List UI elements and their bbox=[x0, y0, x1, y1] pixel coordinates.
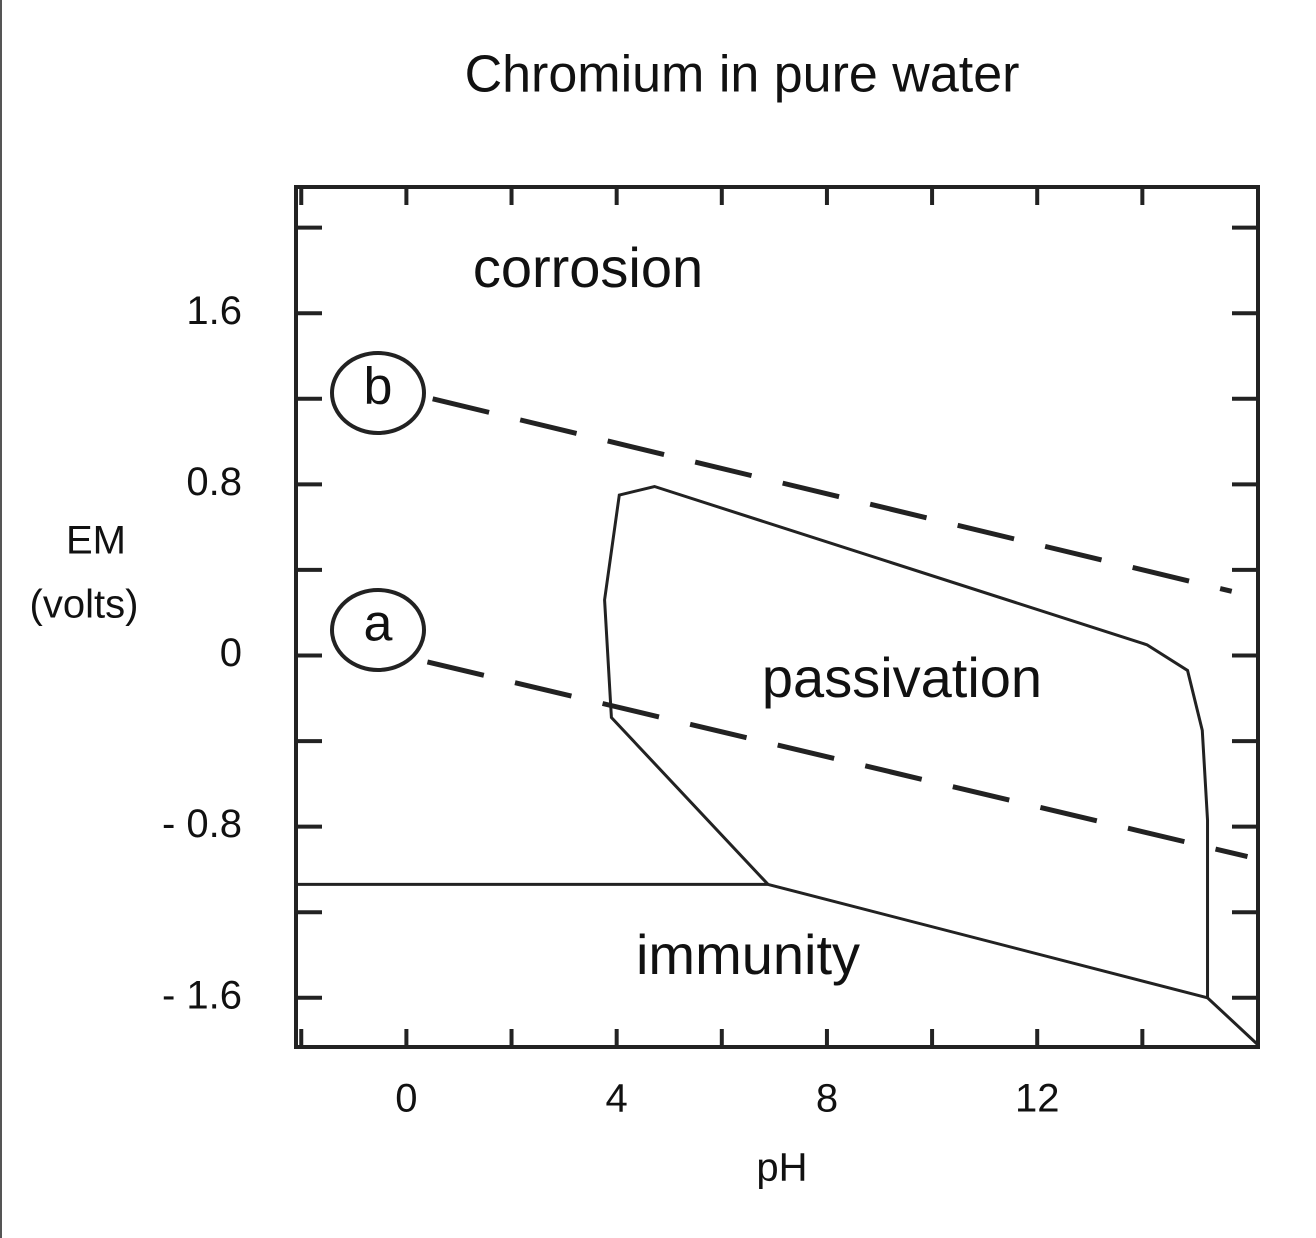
y-axis-label: EM bbox=[66, 519, 126, 563]
annotation: corrosion bbox=[473, 236, 703, 299]
annotation: b bbox=[364, 358, 393, 416]
plot-frame bbox=[294, 185, 1260, 1049]
x-tick-label: 8 bbox=[816, 1077, 838, 1121]
y-tick-label: - 0.8 bbox=[162, 802, 242, 846]
series-line bbox=[432, 396, 1233, 594]
chart-title: Chromium in pure water bbox=[465, 46, 1020, 104]
y-tick-label: 0.8 bbox=[186, 460, 242, 504]
annotation-circle bbox=[330, 351, 426, 435]
y-tick-label: 0 bbox=[220, 631, 242, 675]
x-tick-label: 0 bbox=[395, 1077, 417, 1121]
annotation: immunity bbox=[636, 923, 860, 986]
annotation-circle bbox=[330, 588, 426, 672]
y-tick-label: 1.6 bbox=[186, 289, 242, 333]
series-line bbox=[603, 484, 1260, 1046]
x-tick-label: 12 bbox=[1015, 1077, 1060, 1121]
annotation: passivation bbox=[762, 646, 1042, 709]
x-tick-label: 4 bbox=[606, 1077, 628, 1121]
y-tick-label: - 1.6 bbox=[162, 973, 242, 1017]
series-line bbox=[426, 659, 1249, 860]
series-line bbox=[767, 882, 1208, 1000]
y-axis-label: (volts) bbox=[30, 583, 139, 627]
annotation: a bbox=[364, 595, 393, 653]
x-axis-label: pH bbox=[756, 1146, 807, 1190]
